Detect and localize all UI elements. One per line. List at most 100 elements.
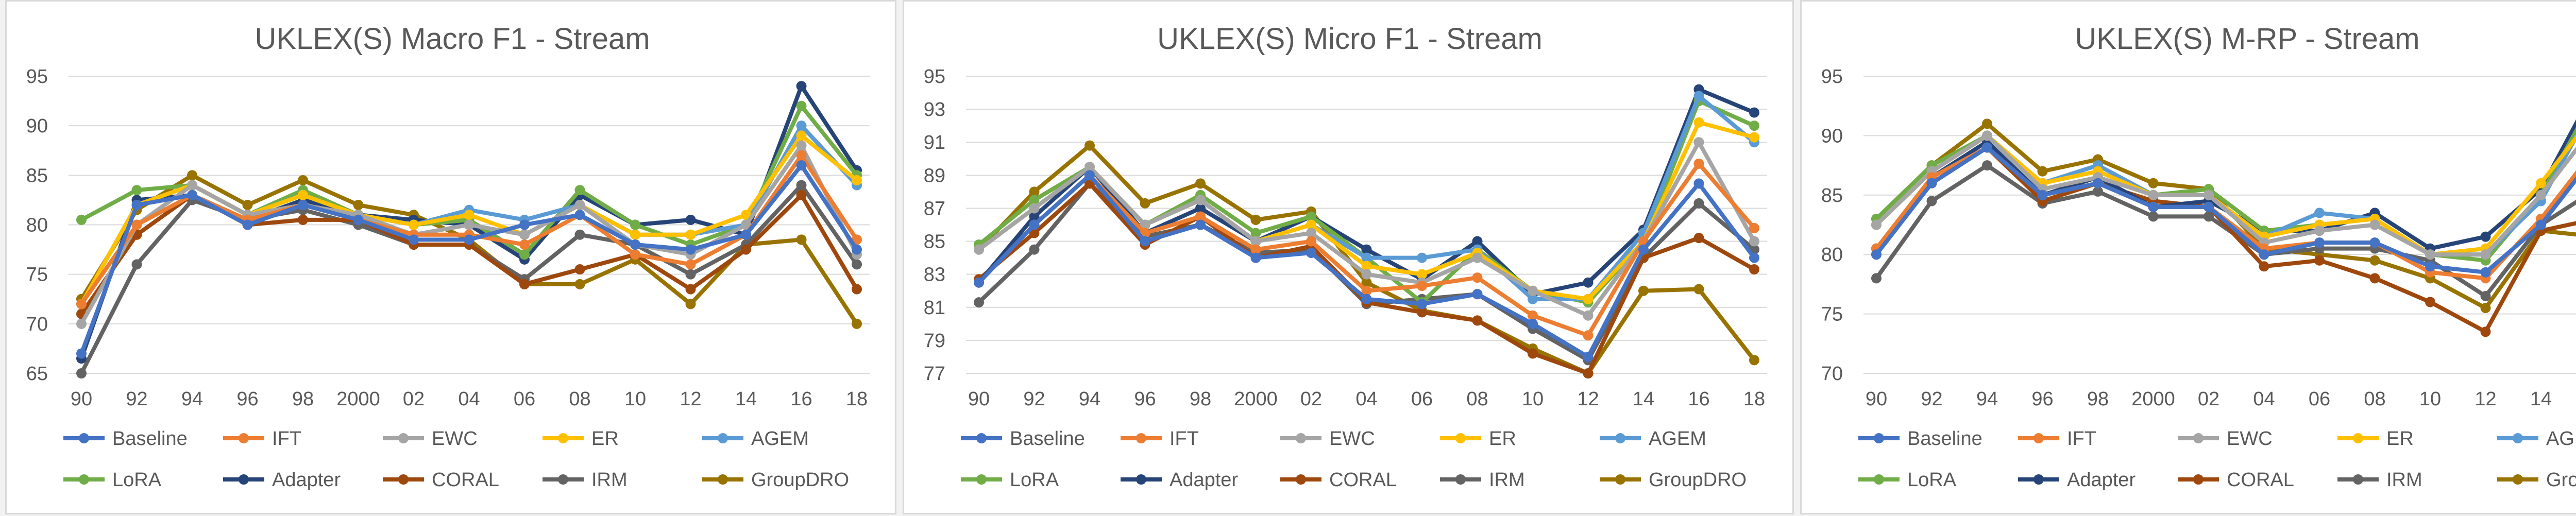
y-tick-label: 77: [924, 363, 945, 385]
legend-label: IFT: [272, 428, 301, 450]
legend-item-ewc: EWC: [383, 428, 478, 450]
legend-marker: [239, 433, 249, 443]
data-point-adapter: [1583, 277, 1594, 288]
x-tick-label: 18: [846, 388, 868, 410]
data-point-coral: [519, 279, 530, 289]
x-tick-label: 98: [1190, 388, 1211, 410]
data-point-baseline: [1638, 244, 1649, 255]
y-tick-label: 91: [924, 132, 945, 153]
legend-label: ER: [1489, 428, 1516, 450]
data-point-ewc: [574, 200, 585, 211]
legend-marker: [2033, 474, 2044, 485]
data-point-ift: [1361, 285, 1372, 296]
data-point-adapter: [1029, 211, 1040, 222]
series-baseline: [1871, 142, 2576, 278]
data-point-irm: [852, 259, 862, 270]
data-point-baseline: [1029, 219, 1040, 230]
legend-item-ewc: EWC: [2178, 428, 2273, 450]
data-point-er: [741, 210, 751, 220]
data-point-irm: [1029, 244, 1040, 255]
data-point-baseline: [1871, 249, 1882, 260]
y-tick-label: 95: [26, 66, 48, 88]
data-point-lora: [1749, 121, 1759, 131]
x-tick-label: 08: [2364, 388, 2385, 410]
x-tick-label: 06: [2309, 388, 2330, 410]
data-point-coral: [2480, 326, 2491, 337]
data-point-irm: [131, 259, 142, 270]
data-point-ift: [1693, 158, 1704, 169]
data-point-agem: [1417, 252, 1427, 263]
data-point-coral: [1472, 315, 1483, 326]
legend-label: Baseline: [112, 428, 188, 450]
data-point-irm: [76, 368, 87, 379]
data-point-lora: [1306, 211, 1316, 222]
data-point-groupdro: [1982, 118, 1992, 129]
data-point-coral: [1749, 264, 1759, 275]
x-tick-label: 08: [1466, 388, 1488, 410]
data-point-coral: [1029, 228, 1040, 238]
data-point-irm: [796, 180, 807, 191]
legend-item-er: ER: [2337, 428, 2414, 450]
legend-label: LoRA: [112, 469, 162, 491]
data-point-coral: [741, 244, 751, 255]
data-point-baseline: [1583, 351, 1594, 362]
legend-label: CORAL: [2227, 469, 2294, 491]
legend-item-adapter: Adapter: [1121, 469, 1238, 491]
data-point-baseline: [1195, 219, 1206, 230]
x-tick-label: 14: [2530, 388, 2552, 410]
x-tick-label: 90: [968, 388, 990, 410]
legend-label: ER: [2386, 428, 2414, 450]
data-point-er: [796, 130, 807, 141]
data-point-ewc: [1306, 228, 1316, 238]
data-point-ift: [519, 239, 530, 250]
data-point-baseline: [2037, 190, 2048, 200]
data-point-coral: [1528, 348, 1538, 359]
x-tick-label: 2000: [2131, 388, 2175, 410]
data-point-baseline: [1140, 236, 1150, 247]
data-point-groupdro: [242, 200, 253, 211]
legend-item-coral: CORAL: [2178, 469, 2294, 491]
data-point-lora: [796, 100, 807, 111]
legend-label: AGEM: [2546, 428, 2576, 450]
y-tick-label: 95: [1821, 66, 1843, 88]
data-point-irm: [574, 229, 585, 240]
x-tick-label: 08: [569, 388, 590, 410]
legend-item-agem: AGEM: [2497, 428, 2576, 450]
legend-marker: [976, 474, 987, 485]
data-point-baseline: [2093, 178, 2103, 188]
data-point-er: [685, 229, 696, 240]
legend-label: IFT: [2067, 428, 2096, 450]
data-point-lora: [519, 249, 530, 260]
series-line-ewc: [1875, 133, 2576, 257]
data-point-ewc: [1472, 252, 1483, 263]
legend-marker: [2353, 433, 2363, 443]
legend-item-coral: CORAL: [1280, 469, 1397, 491]
data-point-baseline: [1417, 299, 1427, 309]
chart-m-rp: UKLEX(S) M-RP - Stream 70 75 80 85 90 95 90 92 94…: [1821, 22, 2576, 491]
data-point-ewc: [1195, 195, 1206, 205]
legend-label: Adapter: [272, 469, 341, 491]
data-point-ewc: [1029, 203, 1040, 214]
data-point-ift: [1250, 244, 1261, 255]
data-point-baseline: [685, 244, 696, 255]
series-irm: [1871, 160, 2576, 301]
legend-label: EWC: [1329, 428, 1375, 450]
data-point-agem: [796, 121, 807, 131]
y-tick-label: 80: [1821, 244, 1843, 266]
series-line-lora: [1875, 127, 2576, 263]
data-point-baseline: [2536, 219, 2546, 230]
data-point-lora: [1029, 195, 1040, 205]
data-point-irm: [1693, 198, 1704, 209]
data-point-baseline: [242, 219, 253, 230]
data-point-ewc: [187, 180, 197, 191]
legend-item-ift: IFT: [2018, 428, 2096, 450]
x-tick-label: 96: [1134, 388, 1156, 410]
data-point-irm: [974, 297, 984, 308]
data-point-agem: [1528, 294, 1538, 304]
data-point-ift: [1749, 222, 1759, 233]
data-point-baseline: [519, 219, 530, 230]
data-point-groupdro: [187, 170, 197, 181]
data-point-irm: [1871, 273, 1882, 284]
legend-item-groupdro: GroupDRO: [702, 469, 849, 491]
data-point-lora: [76, 214, 87, 225]
